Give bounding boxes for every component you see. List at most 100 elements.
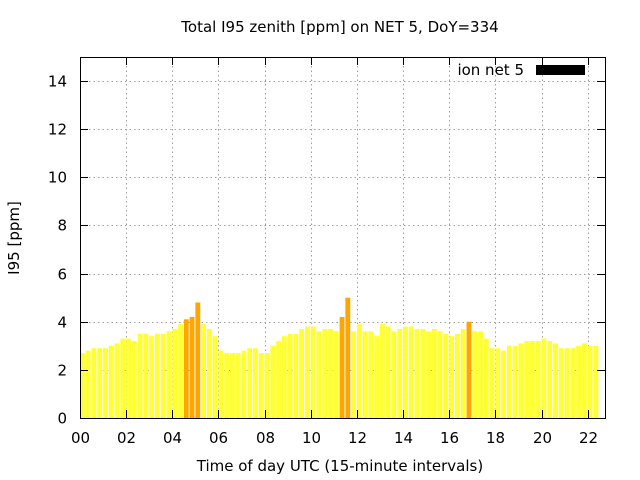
bar <box>408 326 414 418</box>
bar <box>195 302 201 418</box>
x-tick-label: 16 <box>440 429 459 447</box>
bar <box>137 333 143 418</box>
bar <box>466 321 472 418</box>
bar <box>166 331 172 418</box>
bar <box>149 336 155 418</box>
bar <box>328 328 333 418</box>
bar <box>506 345 512 418</box>
bar <box>172 328 178 418</box>
bar <box>460 328 466 418</box>
bar <box>443 333 449 418</box>
bar <box>535 340 541 418</box>
bar <box>547 340 553 418</box>
bar <box>85 350 91 418</box>
y-tick-label: 12 <box>48 121 67 139</box>
bar <box>287 333 293 418</box>
bar <box>305 326 310 418</box>
y-tick-label: 4 <box>57 314 67 332</box>
y-tick-label: 2 <box>57 362 67 380</box>
x-tick-label: 00 <box>71 429 90 447</box>
bar <box>120 338 126 418</box>
bar <box>420 328 426 418</box>
x-axis-label: Time of day UTC (15-minute intervals) <box>196 457 483 475</box>
bar <box>437 331 443 418</box>
bar <box>576 345 581 418</box>
chart-title: Total I95 zenith [ppm] on NET 5, DoY=334 <box>180 18 498 36</box>
bar <box>178 324 183 418</box>
x-tick-label: 22 <box>579 429 598 447</box>
bar <box>553 343 558 418</box>
bar <box>593 345 599 418</box>
legend-label: ion net 5 <box>457 61 524 79</box>
bar <box>80 353 85 418</box>
bar <box>403 326 408 418</box>
bar <box>241 350 247 418</box>
bar <box>483 338 489 418</box>
bar <box>103 348 108 418</box>
bar <box>201 324 206 418</box>
bar <box>218 350 224 418</box>
bar <box>374 336 380 418</box>
bar <box>131 340 137 418</box>
bar <box>155 333 160 418</box>
bar <box>212 336 218 418</box>
y-tick-label: 14 <box>48 73 67 91</box>
x-tick-label: 04 <box>163 429 182 447</box>
bar <box>518 343 524 418</box>
bar <box>512 345 518 418</box>
bar <box>449 336 455 418</box>
bar <box>253 348 258 418</box>
bar <box>368 331 374 418</box>
x-tick-label: 14 <box>394 429 413 447</box>
bar <box>501 350 506 418</box>
bar <box>270 345 276 418</box>
bar <box>235 353 241 418</box>
bar <box>478 331 483 418</box>
bar <box>524 340 530 418</box>
y-axis-label: I95 [ppm] <box>5 201 23 275</box>
bar <box>587 345 593 418</box>
bar <box>91 348 97 418</box>
bar <box>316 331 322 418</box>
bar <box>206 328 212 418</box>
bar <box>97 348 103 418</box>
bar <box>322 328 328 418</box>
bar <box>426 331 431 418</box>
plot-frame <box>80 57 606 419</box>
bar <box>380 324 385 418</box>
bar <box>541 338 547 418</box>
bar <box>224 353 230 418</box>
x-tick-label: 02 <box>117 429 136 447</box>
bar <box>570 348 576 418</box>
bars <box>80 297 599 418</box>
bar <box>558 348 564 418</box>
bar <box>495 348 501 418</box>
y-tick-label: 10 <box>48 169 67 187</box>
bar <box>385 326 391 418</box>
bar <box>455 333 460 418</box>
bar <box>143 333 149 418</box>
bar <box>264 353 270 418</box>
bar <box>310 326 316 418</box>
grid-lines <box>80 57 605 418</box>
bar <box>431 328 437 418</box>
bar <box>362 331 368 418</box>
bar <box>351 331 356 418</box>
bar <box>414 328 420 418</box>
legend: ion net 5 <box>457 61 585 79</box>
x-tick-label: 18 <box>486 429 505 447</box>
bar <box>339 316 345 418</box>
bar <box>276 340 281 418</box>
bar <box>114 343 120 418</box>
bar <box>183 319 189 418</box>
bar <box>356 324 362 418</box>
x-axis-ticks: 00 02 04 06 08 10 12 14 16 18 20 22 <box>71 57 598 447</box>
y-tick-label: 8 <box>57 217 67 235</box>
y-axis-ticks: 0 2 4 6 8 10 12 14 <box>48 73 605 428</box>
x-tick-label: 08 <box>256 429 275 447</box>
bar <box>397 328 403 418</box>
bar <box>230 353 235 418</box>
bar <box>489 348 495 418</box>
bar <box>391 331 397 418</box>
